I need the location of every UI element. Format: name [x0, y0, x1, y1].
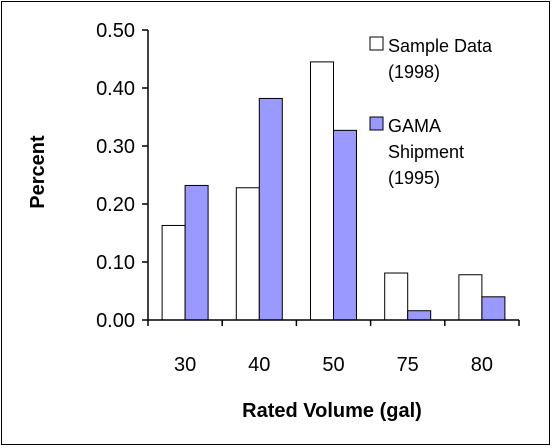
- y-tick-label: 0.20: [96, 194, 135, 216]
- x-tick-label: 80: [471, 354, 493, 376]
- bar-sample-data: [161, 224, 186, 321]
- bar-sample-data: [310, 61, 334, 321]
- x-tick-label: 30: [174, 354, 196, 376]
- legend-label: (1998): [388, 62, 440, 82]
- legend-label: GAMA: [388, 116, 441, 136]
- bar-sample-data: [384, 272, 409, 321]
- legend-label: Shipment: [388, 142, 464, 162]
- bar-gama-shipment: [333, 129, 357, 321]
- x-tick-label: 40: [248, 354, 270, 376]
- legend-label: (1995): [388, 168, 440, 188]
- y-axis-title: Percent: [27, 135, 49, 209]
- y-tick-label: 0.50: [96, 20, 135, 42]
- legend-label: Sample Data: [388, 36, 493, 56]
- bar-sample-data: [235, 187, 260, 321]
- legend: Sample Data (1998) GAMA Shipment (1995): [369, 36, 493, 188]
- bar-gama-shipment: [258, 97, 283, 321]
- y-tick-label: 0.10: [96, 252, 135, 274]
- x-axis-title: Rated Volume (gal): [242, 400, 422, 422]
- bar-gama-shipment: [481, 296, 506, 321]
- legend-swatch-gama-shipment: [369, 116, 384, 131]
- legend-swatch-sample-data: [369, 36, 384, 51]
- x-ticks-group: 30 40 50 75 80: [147, 320, 520, 376]
- x-tick-label: 75: [397, 354, 419, 376]
- bar-gama-shipment: [184, 184, 209, 321]
- bars-group: [161, 61, 506, 321]
- y-tick-label: 0.00: [96, 310, 135, 332]
- y-tick-label: 0.40: [96, 78, 135, 100]
- bar-gama-shipment: [407, 310, 432, 321]
- x-tick-label: 50: [322, 354, 344, 376]
- y-ticks-group: 0.00 0.10 0.20 0.30 0.40 0.50: [96, 20, 148, 332]
- bar-sample-data: [458, 274, 483, 321]
- y-tick-label: 0.30: [96, 136, 135, 158]
